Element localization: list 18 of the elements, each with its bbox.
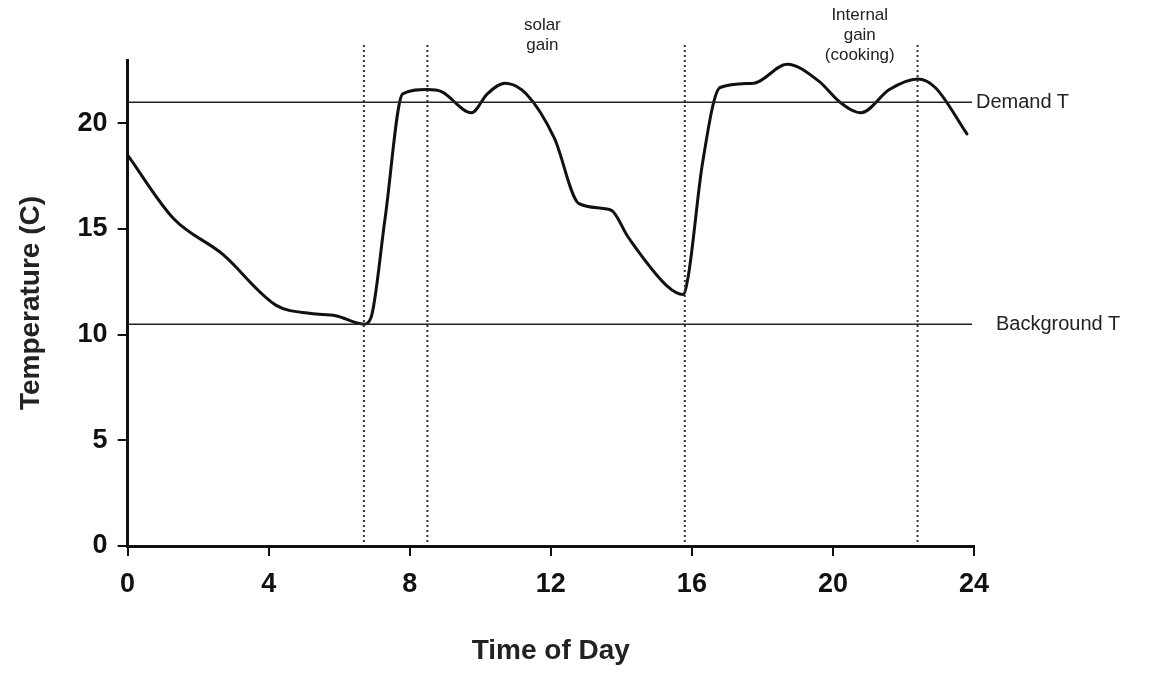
y-tick-label: 20 (77, 106, 108, 137)
x-tick-label: 4 (261, 567, 277, 598)
x-tick-label: 24 (958, 567, 990, 598)
x-tick-label: 12 (535, 567, 566, 598)
y-axis-title: Temperature (C) (13, 195, 45, 411)
y-tick-label: 15 (77, 212, 108, 243)
ref-line-label: Background T (996, 311, 1121, 334)
x-axis-title: Time of Day (471, 633, 631, 665)
annotation: Internal gain (cooking) (824, 5, 895, 65)
x-tick-label: 20 (817, 567, 848, 598)
y-tick-label: 5 (92, 423, 108, 454)
y-tick-label: 0 (92, 529, 108, 560)
x-tick-label: 8 (402, 567, 418, 598)
x-tick-label: 0 (120, 567, 136, 598)
ref-line-label: Demand T (976, 89, 1070, 112)
text: solar gain (523, 15, 562, 55)
x-tick-label: 16 (676, 567, 707, 598)
y-tick-label: 10 (77, 318, 108, 349)
